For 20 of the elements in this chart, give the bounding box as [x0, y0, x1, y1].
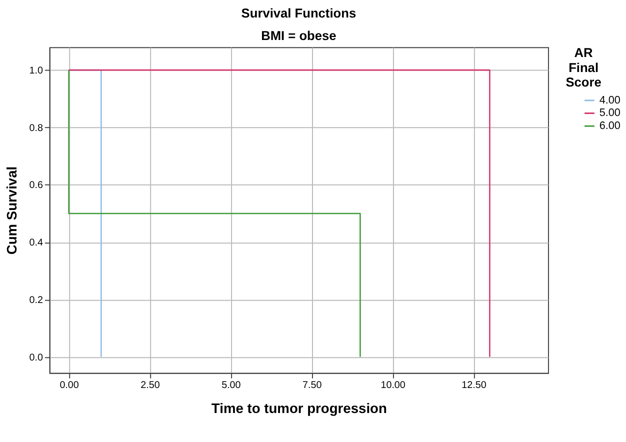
y-tick-label: 0.2 [29, 294, 43, 306]
x-tick-label: 7.50 [302, 380, 322, 392]
y-tick-label: 0.6 [29, 180, 44, 192]
legend-label: 6.00 [599, 120, 620, 132]
y-tick-label: 0.0 [29, 352, 44, 364]
legend-label: 4.00 [599, 94, 620, 106]
x-axis-title: Time to tumor progression [211, 400, 387, 416]
chart-subtitle: BMI = obese [261, 28, 336, 44]
y-axis-title: Cum Survival [3, 166, 20, 255]
chart-title: Survival Functions [241, 5, 356, 20]
y-tick-label: 0.8 [29, 122, 44, 134]
x-tick-label: 12.50 [462, 380, 487, 392]
x-tick-label: 10.00 [380, 380, 406, 392]
legend-title: AR Final Score [566, 44, 602, 90]
legend-label: 5.00 [599, 107, 620, 120]
x-tick-label: 5.00 [222, 380, 242, 392]
x-tick-label: 2.50 [140, 380, 160, 392]
y-tick-label: 1.0 [29, 66, 44, 77]
y-tick-label: 0.4 [29, 238, 44, 249]
x-tick-label: 0.00 [60, 380, 80, 392]
